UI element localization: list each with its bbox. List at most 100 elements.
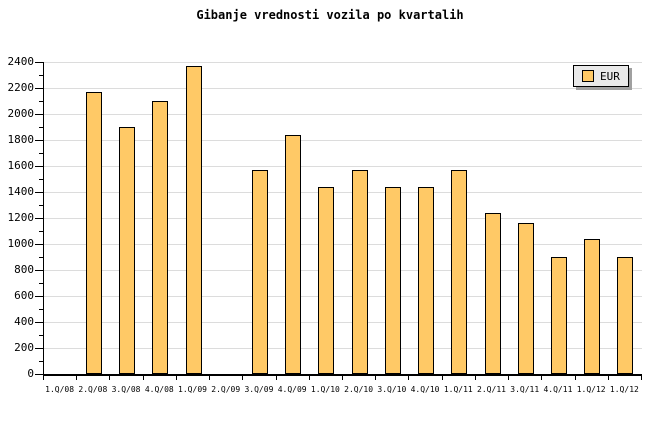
gridline xyxy=(44,322,642,323)
gridline xyxy=(44,244,642,245)
bar xyxy=(119,127,136,374)
gridline xyxy=(44,348,642,349)
y-axis-minor-tick xyxy=(39,231,43,232)
y-axis-minor-tick xyxy=(39,361,43,362)
y-axis-major-tick xyxy=(35,322,43,323)
x-axis-label: 4.Q/09 xyxy=(277,385,307,394)
x-axis-label: 1.Q/12 xyxy=(576,385,606,394)
x-axis-tick xyxy=(375,376,377,380)
x-axis-label: 3.Q/08 xyxy=(111,385,141,394)
x-axis-tick xyxy=(441,376,443,380)
y-axis-minor-tick xyxy=(39,283,43,284)
y-axis-major-tick xyxy=(35,348,43,349)
y-axis-label: 0 xyxy=(27,367,34,380)
y-axis-minor-tick xyxy=(39,257,43,258)
y-axis-label: 1000 xyxy=(7,237,35,250)
x-axis-tick xyxy=(242,376,244,380)
y-axis-major-tick xyxy=(35,140,43,141)
y-axis-major-tick xyxy=(35,166,43,167)
x-axis-label: 2.Q/08 xyxy=(78,385,108,394)
y-axis-major-tick xyxy=(35,218,43,219)
bar xyxy=(617,257,634,374)
y-axis-label: 1200 xyxy=(7,211,35,224)
x-axis-tick xyxy=(574,376,576,380)
x-axis-label: 2.Q/11 xyxy=(477,385,506,394)
x-axis-tick xyxy=(209,376,211,380)
x-axis-tick xyxy=(342,376,343,380)
legend: EUR xyxy=(573,65,629,87)
x-axis-label: 3.Q/10 xyxy=(377,385,407,394)
x-axis-label: 3.Q/11 xyxy=(510,385,540,394)
bar xyxy=(285,134,302,374)
bar xyxy=(85,91,102,374)
gridline xyxy=(44,62,642,63)
x-axis-label: 1.Q/11 xyxy=(443,385,473,394)
legend-label: EUR xyxy=(600,69,620,83)
bar xyxy=(418,186,435,374)
y-axis-major-tick xyxy=(35,270,43,271)
x-axis-label: 4.Q/08 xyxy=(144,385,174,394)
gridline xyxy=(44,296,642,297)
y-axis-minor-tick xyxy=(39,101,43,102)
y-axis-minor-tick xyxy=(39,179,43,180)
y-axis-label: 2200 xyxy=(7,81,35,94)
chart-title: Gibanje vrednosti vozila po kvartalih xyxy=(196,8,464,22)
y-axis-label: 200 xyxy=(14,341,34,354)
gridline xyxy=(44,114,642,115)
y-axis-label: 2000 xyxy=(7,107,35,120)
y-axis-label: 1400 xyxy=(7,185,35,198)
y-axis-minor-tick xyxy=(39,153,43,154)
y-axis-minor-tick xyxy=(39,309,43,310)
bar xyxy=(484,212,501,374)
x-axis-tick xyxy=(76,376,78,380)
x-axis-label: 2.Q/10 xyxy=(344,385,374,394)
y-axis-major-tick xyxy=(35,88,43,89)
bar xyxy=(517,223,534,374)
x-axis-tick xyxy=(43,376,44,380)
gridline xyxy=(44,218,642,219)
y-axis-label: 800 xyxy=(14,263,34,276)
legend-swatch-icon xyxy=(582,70,594,82)
x-axis-tick xyxy=(275,376,277,380)
y-axis-major-tick xyxy=(35,192,43,193)
bar xyxy=(152,101,169,374)
bar xyxy=(384,186,401,374)
y-axis-label: 600 xyxy=(14,289,34,302)
gridline xyxy=(44,270,642,271)
bar xyxy=(550,257,567,374)
bar xyxy=(451,169,468,374)
x-axis-label: 2.Q/09 xyxy=(211,385,241,394)
x-axis-tick xyxy=(142,376,144,380)
plot-area xyxy=(43,62,642,376)
x-axis-label: 1.Q/09 xyxy=(178,385,207,394)
bar xyxy=(318,186,335,374)
y-axis-major-tick xyxy=(35,114,43,115)
bar xyxy=(185,65,202,374)
y-axis-label: 2400 xyxy=(7,55,35,68)
gridline xyxy=(44,140,642,141)
x-axis-tick xyxy=(641,376,642,380)
x-axis-tick xyxy=(308,376,310,380)
x-axis-label: 1.Q/12 xyxy=(609,385,639,394)
y-axis-label: 1800 xyxy=(7,133,35,146)
bar xyxy=(251,169,268,374)
x-axis-label: 1.Q/10 xyxy=(310,385,340,394)
y-axis-major-tick xyxy=(35,374,43,375)
x-axis-tick xyxy=(508,376,510,380)
x-axis-label: 4.Q/11 xyxy=(543,385,573,394)
gridline xyxy=(44,88,642,89)
x-axis-tick xyxy=(541,376,543,380)
gridline xyxy=(44,192,642,193)
x-axis-label: 4.Q/10 xyxy=(410,385,440,394)
x-axis-tick xyxy=(408,376,410,380)
bar xyxy=(351,169,368,374)
y-axis-major-tick xyxy=(35,244,43,245)
x-axis-tick xyxy=(474,376,476,380)
y-axis-major-tick xyxy=(35,296,43,297)
y-axis-minor-tick xyxy=(39,335,43,336)
y-axis-label: 1600 xyxy=(7,159,35,172)
bar xyxy=(584,238,601,374)
x-axis-tick xyxy=(607,376,609,380)
x-axis-tick xyxy=(175,376,177,380)
y-axis-minor-tick xyxy=(39,127,43,128)
